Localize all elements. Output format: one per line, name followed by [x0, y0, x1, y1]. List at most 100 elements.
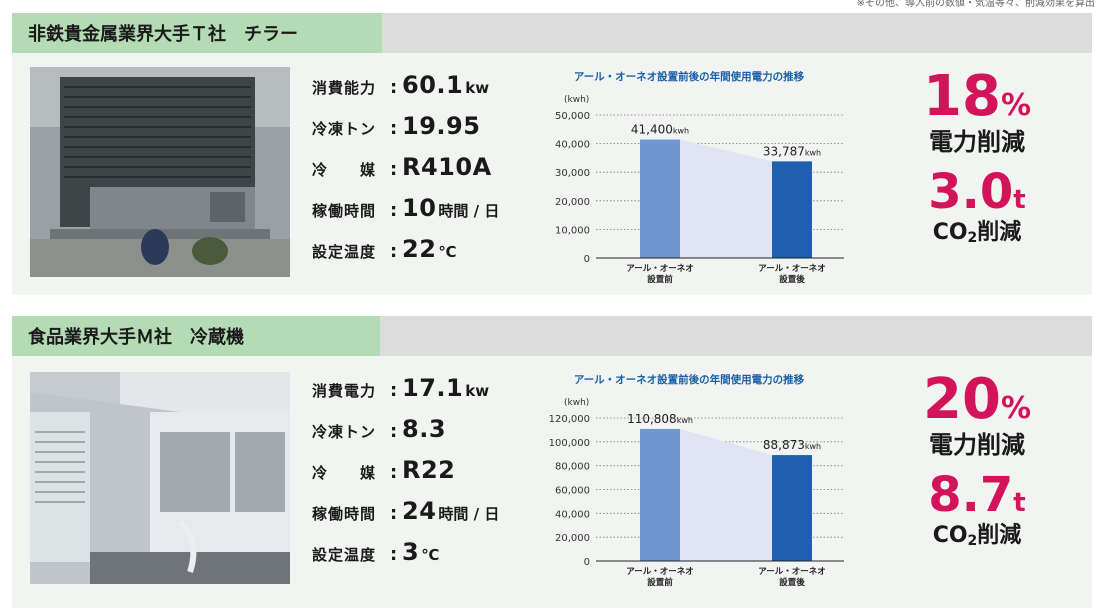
refrigeration-unit-photo [30, 372, 290, 584]
spec-list: 消費能力:60.1 kw 冷凍トン:19.95 冷 媒: R410A 稼働時間:10… [312, 71, 522, 276]
spec-value: 60.1 [402, 71, 464, 99]
spec-label: 冷 媒 [312, 161, 377, 179]
co2-reduction-label: CO2削減 [892, 522, 1062, 555]
spec-label: 消費電力 [312, 382, 377, 400]
case-panel: 消費電力:17.1 kw 冷凍トン:8.3 冷 媒: R22 稼働時間:24 時間 /… [12, 356, 1092, 608]
case-title: 非鉄貴金属業界大手Ｔ社 チラー [12, 13, 382, 53]
spec-list: 消費電力:17.1 kw 冷凍トン:8.3 冷 媒: R22 稼働時間:24 時間 /… [312, 374, 522, 579]
chart-svg: (kwh) 0 20,000 40,000 60,000 80,000 100,000 120… [549, 398, 844, 588]
case-title: 食品業界大手Ｍ社 冷蔵機 [12, 316, 380, 356]
co2-value: 8.7 [928, 467, 1014, 523]
spec-row: 冷 媒: R410A [312, 153, 522, 194]
y-tick-label: 20,000 [555, 533, 590, 544]
data-label: 110,808kwh [627, 412, 693, 426]
case-panel: 消費能力:60.1 kw 冷凍トン:19.95 冷 媒: R410A 稼働時間:10… [12, 53, 1092, 295]
y-tick-label: 120,000 [549, 414, 590, 425]
spec-unit: 時間 / 日 [438, 202, 500, 220]
spec-colon: : [390, 503, 398, 524]
spec-label: 冷 媒 [312, 464, 377, 482]
y-tick-label: 100,000 [549, 438, 590, 449]
spec-colon: : [390, 200, 398, 221]
spec-label: 消費能力 [312, 79, 377, 97]
x-tick-label: 設置前 [647, 274, 673, 285]
percent-unit: % [1000, 88, 1031, 123]
co2-label-main: CO [932, 523, 968, 548]
co2-reduction-value: 3.0t [892, 165, 1062, 219]
reduction-percent: 20% [892, 370, 1062, 430]
y-tick-label: 80,000 [555, 462, 590, 473]
y-tick-label: 30,000 [555, 168, 590, 179]
power-reduction-label: 電力削減 [929, 431, 1025, 459]
spec-value: 17.1 [402, 374, 464, 402]
co2-label-subscript: 2 [967, 230, 978, 246]
spec-row: 消費能力:60.1 kw [312, 71, 522, 112]
spec-colon: : [390, 118, 398, 139]
x-tick-label: 設置後 [779, 274, 805, 285]
spec-row: 設定温度:3 ℃ [312, 538, 522, 579]
chiller-unit-photo [30, 67, 290, 277]
spec-unit: kw [465, 79, 490, 97]
spec-label: 設定温度 [312, 546, 377, 564]
x-tick-label: 設置前 [647, 577, 673, 588]
spec-value: R22 [402, 456, 456, 484]
spec-row: 稼働時間:24 時間 / 日 [312, 497, 522, 538]
trend-band [680, 139, 772, 258]
x-tick-label: アール・オーネオ [626, 263, 694, 274]
bar-after [772, 455, 812, 561]
spec-unit: ℃ [438, 243, 457, 261]
spec-unit: kw [465, 382, 490, 400]
spec-value: 19.95 [402, 112, 481, 140]
spec-value: 24 [402, 497, 437, 525]
data-label: 41,400kwh [631, 123, 689, 137]
x-tick-label: アール・オーネオ [626, 566, 694, 577]
trend-band [680, 428, 772, 561]
co2-reduction-label: CO2削減 [892, 219, 1062, 252]
spec-row: 設定温度:22 ℃ [312, 235, 522, 276]
spec-row: 消費電力:17.1 kw [312, 374, 522, 415]
y-axis-unit-label: (kwh) [564, 398, 589, 408]
co2-unit: t [1013, 185, 1026, 215]
percent-value: 20 [923, 367, 1001, 432]
spec-row: 稼働時間:10 時間 / 日 [312, 194, 522, 235]
y-tick-label: 0 [584, 557, 590, 568]
results-panel: 20% 電力削減 8.7t CO2削減 [892, 370, 1062, 555]
spec-label: 冷凍トン [312, 120, 377, 138]
reduction-percent: 18% [892, 67, 1062, 127]
y-tick-label: 10,000 [555, 225, 590, 236]
spec-value: 10 [402, 194, 437, 222]
spec-row: 冷凍トン:19.95 [312, 112, 522, 153]
y-axis-unit-label: (kwh) [564, 95, 589, 105]
energy-chart: アール・オーネオ設置前後の年間使用電力の推移 (kwh) 0 20,000 40,00… [524, 356, 854, 601]
spec-colon: : [390, 159, 398, 180]
x-tick-label: アール・オーネオ [758, 566, 826, 577]
spec-row: 冷 媒: R22 [312, 456, 522, 497]
spec-label: 稼働時間 [312, 202, 377, 220]
bar-after [772, 161, 812, 258]
x-tick-label: アール・オーネオ [758, 263, 826, 274]
chart-title: アール・オーネオ設置前後の年間使用電力の推移 [573, 71, 805, 83]
spec-row: 冷凍トン:8.3 [312, 415, 522, 456]
spec-unit: ℃ [421, 546, 440, 564]
spec-label: 設定温度 [312, 243, 377, 261]
bar-before [640, 139, 680, 258]
power-reduction-label: 電力削減 [929, 128, 1025, 156]
data-label: 88,873kwh [763, 438, 821, 452]
y-tick-label: 40,000 [555, 140, 590, 151]
results-panel: 18% 電力削減 3.0t CO2削減 [892, 67, 1062, 252]
co2-label-suffix: 削減 [977, 220, 1022, 245]
percent-unit: % [1000, 391, 1031, 426]
y-tick-label: 60,000 [555, 486, 590, 497]
data-label: 33,787kwh [763, 144, 821, 158]
energy-chart: アール・オーネオ設置前後の年間使用電力の推移 (kwh) 0 10,000 20,00… [524, 53, 854, 298]
chart-svg: (kwh) 0 10,000 20,000 30,000 40,000 50,000 41,4… [555, 95, 844, 285]
spec-colon: : [390, 544, 398, 565]
y-tick-label: 50,000 [555, 111, 590, 122]
spec-label: 稼働時間 [312, 505, 377, 523]
co2-reduction-value: 8.7t [892, 468, 1062, 522]
spec-value: 22 [402, 235, 437, 263]
spec-unit: 時間 / 日 [438, 505, 500, 523]
y-tick-label: 40,000 [555, 509, 590, 520]
spec-colon: : [390, 77, 398, 98]
y-tick-label: 0 [584, 254, 590, 265]
spec-colon: : [390, 241, 398, 262]
